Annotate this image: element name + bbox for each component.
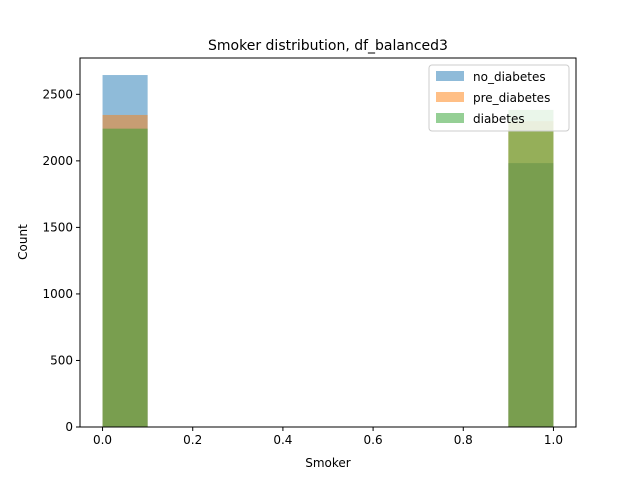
- legend: no_diabetes pre_diabetes diabetes: [428, 64, 570, 132]
- x-tick-label: 1.0: [544, 433, 563, 447]
- x-tick-label: 0.0: [93, 433, 112, 447]
- legend-swatch-diabetes: [436, 113, 464, 123]
- legend-swatch-pre_diabetes: [436, 92, 464, 102]
- x-axis-label: Smoker: [305, 456, 351, 470]
- y-tick-label: 1500: [42, 220, 73, 234]
- y-tick-label: 2500: [42, 87, 73, 101]
- x-tick-label: 0.6: [364, 433, 383, 447]
- y-tick-label: 2000: [42, 154, 73, 168]
- x-tick-label: 0.2: [183, 433, 202, 447]
- y-tick-label: 0: [65, 420, 73, 434]
- x-tick-label: 0.4: [273, 433, 292, 447]
- legend-label-pre_diabetes: pre_diabetes: [473, 91, 550, 105]
- bar-diabetes-0: [102, 128, 148, 427]
- legend-label-no_diabetes: no_diabetes: [473, 70, 546, 84]
- bars-layer: [102, 75, 554, 428]
- legend-swatch-no_diabetes: [436, 71, 464, 81]
- y-axis-label: Count: [16, 224, 30, 260]
- bar-diabetes-1: [508, 109, 554, 428]
- axes-layer: 0.0 0.2 0.4 0.6 0.8 1.0 0 500 1000 1500 2000 2500: [42, 57, 577, 447]
- legend-label-diabetes: diabetes: [473, 112, 525, 126]
- plot-frame: [79, 57, 577, 428]
- x-tick-label: 0.8: [454, 433, 473, 447]
- y-tick-label: 1000: [42, 287, 73, 301]
- y-tick-label: 500: [50, 353, 73, 367]
- chart-title: Smoker distribution, df_balanced3: [208, 38, 448, 54]
